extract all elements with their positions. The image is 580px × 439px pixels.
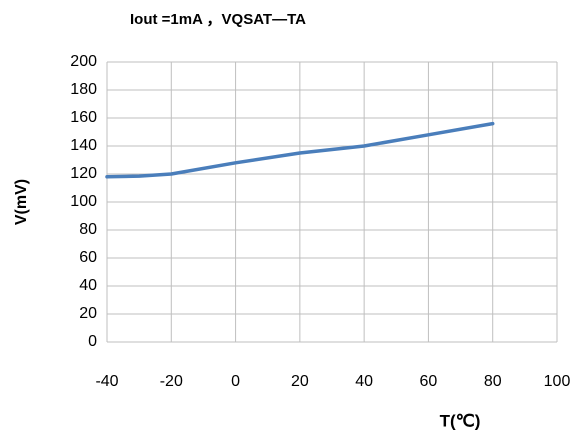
x-tick-label: -20 — [160, 373, 183, 390]
chart-title: Iout =1mA ，VQSAT—TA — [130, 11, 306, 28]
y-tick-label: 180 — [70, 81, 97, 98]
y-tick-label: 40 — [79, 277, 97, 294]
y-tick-label: 120 — [70, 165, 97, 182]
y-tick-label: 160 — [70, 109, 97, 126]
y-tick-label: 80 — [79, 221, 97, 238]
x-tick-label: 0 — [231, 373, 240, 390]
x-tick-label: 100 — [544, 373, 571, 390]
data-line — [105, 121, 495, 179]
x-tick-label: 60 — [420, 373, 438, 390]
y-tick-label: 20 — [79, 305, 97, 322]
x-axis-label: T(℃) — [440, 411, 481, 430]
x-tick-label: 80 — [484, 373, 502, 390]
y-tick-label: 200 — [70, 53, 97, 70]
x-tick-label: -40 — [95, 373, 118, 390]
y-tick-label: 100 — [70, 193, 97, 210]
y-tick-label: 60 — [79, 249, 97, 266]
y-tick-label: 140 — [70, 137, 97, 154]
y-axis-label: V(mV) — [13, 179, 30, 225]
y-tick-label: 0 — [88, 333, 97, 350]
x-tick-label: 40 — [355, 373, 373, 390]
x-tick-label: 20 — [291, 373, 309, 390]
